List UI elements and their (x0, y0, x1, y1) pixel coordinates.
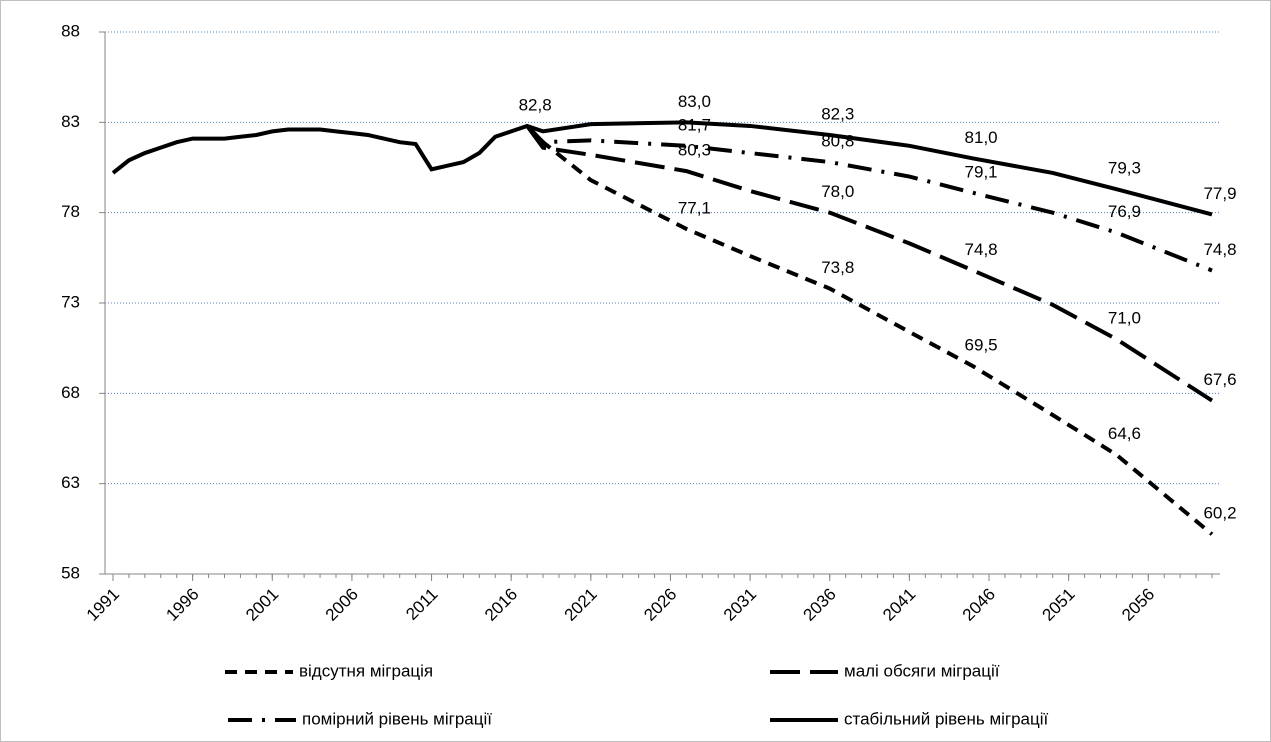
y-tick-label: 78 (61, 202, 80, 221)
data-label: 77,1 (678, 198, 711, 217)
series-line (525, 124, 1214, 403)
series-line (525, 124, 1213, 273)
data-label: 81,7 (678, 115, 711, 134)
y-tick-label: 58 (61, 563, 80, 582)
legend-label: стабільний рівень міграції (844, 709, 1049, 728)
y-tick-label: 68 (61, 383, 80, 402)
data-label: 77,9 (1203, 184, 1236, 203)
y-tick-label: 63 (61, 473, 80, 492)
data-label: 64,6 (1108, 424, 1141, 443)
data-label: 74,8 (1203, 240, 1236, 259)
data-label: 73,8 (821, 258, 854, 277)
data-label: 71,0 (1108, 309, 1141, 328)
data-label: 81,0 (965, 128, 998, 147)
data-label: 79,3 (1108, 159, 1141, 178)
data-label: 67,6 (1203, 370, 1236, 389)
data-label: 74,8 (965, 240, 998, 259)
series-line (525, 124, 1214, 536)
data-label: 79,1 (965, 162, 998, 181)
data-label: 82,3 (821, 104, 854, 123)
series-line (111, 120, 1213, 217)
y-tick-label: 73 (61, 292, 80, 311)
y-tick-label: 88 (61, 21, 80, 40)
data-label: 60,2 (1203, 504, 1236, 523)
data-label: 80,3 (678, 141, 711, 160)
legend-label: відсутня міграція (299, 661, 433, 680)
data-label: 76,9 (1108, 202, 1141, 221)
data-label: 82,8 (519, 95, 552, 114)
legend-label: малі обсяги міграції (844, 661, 1000, 680)
data-label: 83,0 (678, 92, 711, 111)
y-tick-label: 83 (61, 112, 80, 131)
data-label: 78,0 (821, 182, 854, 201)
data-label: 69,5 (965, 336, 998, 355)
legend-label: помірний рівень міграції (302, 709, 492, 728)
